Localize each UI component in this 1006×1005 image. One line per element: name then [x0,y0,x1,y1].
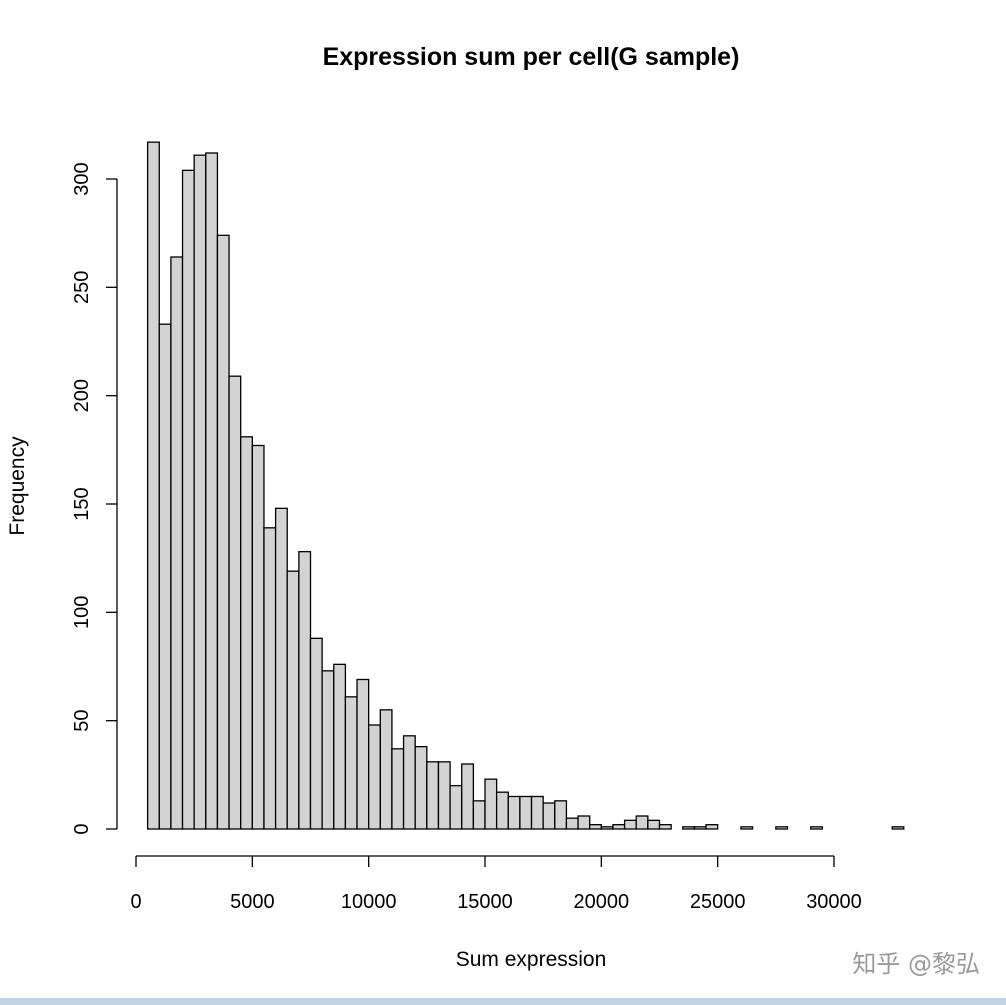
histogram-bar [449,785,463,830]
histogram-bar [891,826,905,830]
histogram-bar [146,141,160,830]
x-tick-label: 15000 [457,891,513,913]
histogram-bar [240,436,253,830]
histogram-bar [216,234,230,830]
histogram-bar [647,819,661,830]
histogram-bar [658,824,672,830]
x-tick-label: 20000 [574,891,630,913]
histogram-bar [263,527,277,830]
histogram-bar [577,815,591,830]
histogram-bar [484,778,498,830]
histogram-bar [565,817,579,830]
histogram-bar [321,670,335,830]
x-axis: 0 5000 10000 15000 20000 25000 30000 [130,855,862,913]
histogram-bar [507,795,521,830]
histogram-bar [682,826,696,830]
histogram-bar [356,678,370,830]
histogram-bar [461,763,475,830]
histogram-bar [193,154,207,830]
y-tick-label: 100 [71,596,93,629]
y-tick-label: 150 [71,487,93,520]
bottom-border-strip [0,998,1006,1005]
x-tick-label: 25000 [690,891,746,913]
x-tick-label: 30000 [806,891,862,913]
x-tick-label: 0 [130,891,141,913]
histogram-bar [251,444,265,830]
histogram-bar [530,795,544,830]
histogram-bar [228,375,242,830]
y-tick-label: 50 [71,710,93,732]
histogram-bar [344,696,358,830]
histogram-bar [810,826,824,830]
histogram-bar [309,637,323,830]
y-axis-label: Frequency [6,436,29,536]
histogram-bar [635,815,649,830]
x-tick-label: 10000 [341,891,397,913]
histogram-bar [705,824,719,830]
histogram-bar [298,551,312,830]
chart-title: Expression sum per cell(G sample) [323,43,740,71]
histogram-bar [170,256,184,830]
watermark: 知乎 @黎弘 [852,950,980,978]
histogram-bar [426,761,440,830]
histogram-bar [379,709,393,830]
histogram-bar [181,169,195,830]
y-tick-label: 0 [71,823,93,834]
histogram-bar [542,802,556,830]
histogram-bar [402,735,416,830]
bars-group [146,141,905,830]
histogram-bar [368,724,381,830]
histogram-bar [589,824,602,830]
histogram-bar [740,826,754,830]
y-axis: 0 50 100 150 200 250 300 [71,162,118,835]
histogram-bar [612,824,626,830]
histogram-bar [414,746,428,830]
histogram-bar [472,800,486,830]
x-axis-label: Sum expression [456,948,607,971]
y-tick-label: 200 [71,379,93,412]
x-tick-label: 5000 [230,891,275,913]
histogram-bar [437,761,451,830]
histogram-bar [623,819,637,830]
histogram-bar [775,826,789,830]
histogram-bar [333,663,347,830]
histogram-bar [286,570,300,830]
histogram-bar [519,795,533,830]
histogram-bar [693,826,707,830]
histogram-bar [600,826,614,830]
histogram-bar [495,791,509,830]
histogram-bar [274,507,288,830]
histogram-bar [158,323,172,830]
histogram-bar [554,800,568,830]
y-tick-label: 300 [71,162,93,195]
histogram-bar [205,152,219,830]
histogram-bar [391,748,405,830]
y-tick-label: 250 [71,271,93,304]
